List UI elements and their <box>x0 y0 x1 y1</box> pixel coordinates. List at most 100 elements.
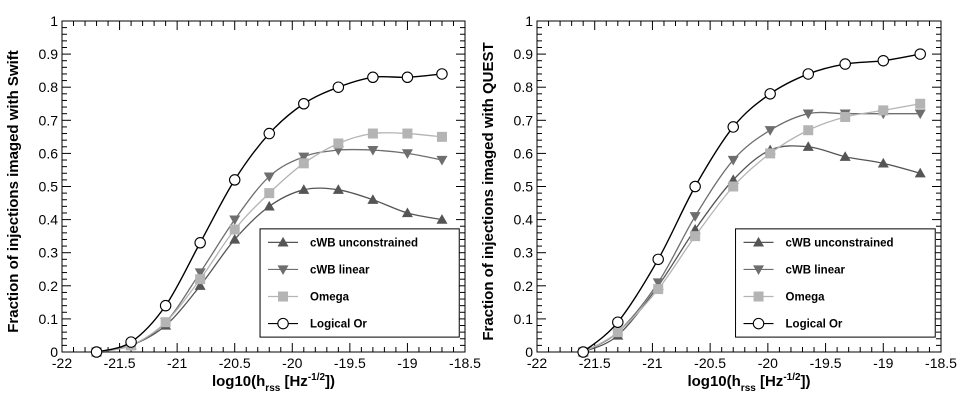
x-axis-label-sup: -1/2 <box>783 372 801 383</box>
legend: cWB unconstrained cWB linear Omega Logical … <box>259 228 460 338</box>
data-point-3 <box>727 121 739 133</box>
y-tick-label: 0.9 <box>514 46 534 62</box>
data-point-3 <box>367 71 379 84</box>
legend-marker-1 <box>277 265 289 275</box>
x-tick-label: -21 <box>642 355 662 371</box>
x-axis-label: log10(hrss [Hz-1/2]) <box>212 372 335 394</box>
y-tick-label: 0.2 <box>514 278 534 294</box>
data-point-2 <box>690 231 701 242</box>
data-point-2 <box>612 327 623 338</box>
y-tick-label: 0.3 <box>514 245 534 261</box>
data-point-0 <box>877 157 889 168</box>
y-tick-label: 0.9 <box>39 46 59 62</box>
data-point-3 <box>612 316 624 328</box>
legend-marker-2 <box>278 291 289 302</box>
y-tick-label: 1 <box>50 13 58 29</box>
x-tick-label: -21.5 <box>104 355 136 371</box>
data-point-0 <box>194 280 206 290</box>
x-axis-label-post: ]) <box>801 373 811 390</box>
data-point-3 <box>90 346 103 358</box>
data-point-3 <box>401 71 414 84</box>
legend-marker-1 <box>753 265 765 275</box>
data-point-1 <box>764 126 776 136</box>
swift-chart: 0 0.1 0.2 0.3 0.4 0.5 0.6 0.7 0.8 0.9 1 -22 -21.5 -21… <box>5 13 481 394</box>
data-point-0 <box>839 151 851 161</box>
x-axis-label-pre: log10(h <box>687 373 740 390</box>
x-tick-label: -21 <box>167 355 187 371</box>
data-point-2 <box>915 98 926 109</box>
y-tick-label: 0.5 <box>39 179 59 195</box>
y-tick-label: 0.6 <box>39 145 59 161</box>
legend-marker-0 <box>277 236 289 247</box>
data-point-3 <box>194 237 206 249</box>
y-tick-label: 0.4 <box>514 212 534 228</box>
data-point-2 <box>195 274 206 285</box>
data-point-0 <box>914 167 926 178</box>
data-point-3 <box>839 58 851 70</box>
data-point-2 <box>333 138 344 149</box>
y-tick-label: 0 <box>50 344 58 360</box>
data-point-2 <box>878 105 889 116</box>
data-point-0 <box>263 200 275 211</box>
data-point-1 <box>727 155 739 166</box>
data-point-0 <box>436 214 448 224</box>
legend-label-2: Omega <box>310 292 350 304</box>
data-point-2 <box>803 125 814 136</box>
y-tick-label: 0.8 <box>39 79 59 95</box>
data-point-0 <box>298 184 310 194</box>
data-point-1 <box>914 109 926 120</box>
series-line-3 <box>582 53 921 353</box>
x-tick-label: -19 <box>397 355 417 371</box>
data-point-0 <box>229 233 241 244</box>
data-point-2 <box>160 317 171 328</box>
legend-box <box>735 228 936 338</box>
series-line-2 <box>582 103 921 353</box>
data-point-1 <box>263 172 275 183</box>
x-tick-label: -19 <box>873 355 893 371</box>
legend-label-1: cWB linear <box>310 264 370 276</box>
x-axis-label: log10(hrss [Hz-1/2]) <box>687 372 810 394</box>
data-point-3 <box>228 174 241 186</box>
x-tick-label: -22 <box>52 355 72 371</box>
y-tick-label: 0 <box>525 344 533 360</box>
legend-marker-3 <box>752 317 765 330</box>
x-axis-label-mid: [Hz <box>756 373 784 390</box>
x-axis-label-mid: [Hz <box>280 373 308 390</box>
y-tick-label: 0.6 <box>514 145 534 161</box>
x-tick-label: -20 <box>282 355 302 371</box>
x-tick-label: -19.5 <box>334 355 366 371</box>
data-point-1 <box>401 149 413 159</box>
data-point-3 <box>159 299 172 312</box>
data-point-3 <box>877 54 890 67</box>
x-axis-label-sub: rss <box>265 383 280 394</box>
legend-marker-2 <box>753 291 764 302</box>
x-tick-label: -19.5 <box>810 355 842 371</box>
data-point-2 <box>653 284 664 295</box>
legend-label-1: cWB linear <box>786 264 846 276</box>
data-point-3 <box>332 81 345 93</box>
legend-label-0: cWB unconstrained <box>786 237 894 249</box>
legend-label-0: cWB unconstrained <box>310 237 418 249</box>
x-tick-label: -22 <box>527 355 547 371</box>
data-point-0 <box>332 184 344 194</box>
data-point-1 <box>689 212 701 222</box>
y-tick-label: 1 <box>525 13 533 29</box>
data-point-1 <box>436 155 448 166</box>
data-point-2 <box>728 181 739 192</box>
legend-marker-0 <box>753 236 765 247</box>
data-point-3 <box>125 336 137 348</box>
data-point-3 <box>914 48 926 60</box>
data-point-2 <box>367 128 378 139</box>
x-tick-label: -18.5 <box>925 355 957 371</box>
y-tick-label: 0.2 <box>39 278 59 294</box>
data-point-2 <box>229 224 240 235</box>
y-tick-label: 0.3 <box>39 245 59 261</box>
y-tick-label: 0.7 <box>514 112 534 128</box>
data-point-1 <box>194 268 206 279</box>
legend: cWB unconstrained cWB linear Omega Logical … <box>735 228 936 338</box>
data-point-3 <box>298 98 310 110</box>
data-point-2 <box>402 128 413 139</box>
data-point-1 <box>652 278 664 288</box>
x-tick-label: -20.5 <box>219 355 251 371</box>
x-axis-label-post: ]) <box>325 373 335 390</box>
